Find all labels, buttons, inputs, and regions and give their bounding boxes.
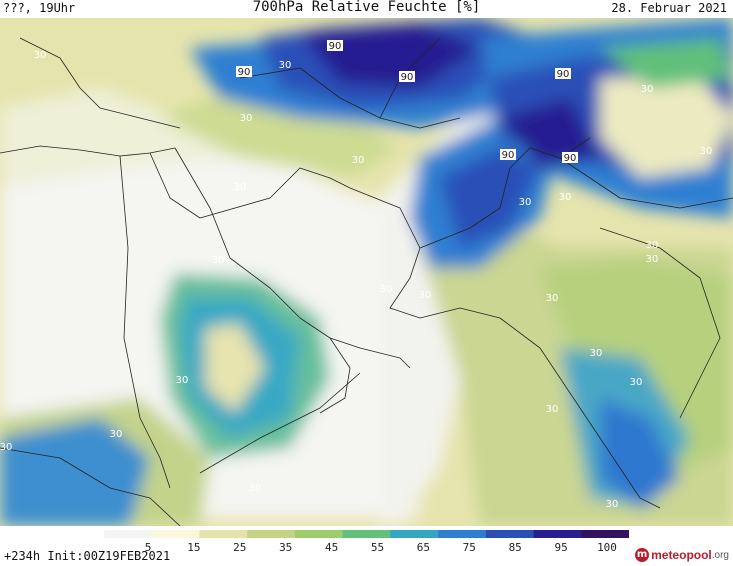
colorbar-swatch bbox=[581, 530, 629, 538]
contour-label: 30 bbox=[419, 290, 432, 301]
colorbar-tick-label: 100 bbox=[597, 541, 617, 554]
contour-label: 30 bbox=[630, 377, 643, 388]
contour-label: 30 bbox=[110, 429, 123, 440]
valid-time: ???, 19Uhr bbox=[3, 1, 76, 15]
contour-label: 30 bbox=[249, 483, 262, 494]
colorbar-tick-label: 55 bbox=[370, 541, 385, 554]
contour-labels-30: 30 30 30 30 30 30 30 30 30 30 30 30 30 3… bbox=[0, 50, 712, 510]
contour-label-high: 90 bbox=[502, 150, 515, 161]
colorbar-swatch bbox=[294, 530, 344, 538]
logo-tld: .org bbox=[711, 549, 729, 561]
colorbar-tick-label: 65 bbox=[416, 541, 431, 554]
contour-label: 30 bbox=[279, 60, 292, 71]
colorbar-swatch bbox=[247, 530, 296, 538]
colorbar-tick-label: 75 bbox=[462, 541, 476, 554]
meteopool-logo[interactable]: m meteopool .org bbox=[635, 546, 729, 564]
colorbar-tick-label: 95 bbox=[554, 541, 568, 554]
humidity-field bbox=[0, 18, 733, 526]
contour-label: 30 bbox=[240, 113, 253, 124]
contour-label-high: 90 bbox=[557, 69, 570, 80]
contour-label: 30 bbox=[546, 404, 559, 415]
contour-label: 30 bbox=[176, 375, 189, 386]
colorbar-swatch bbox=[199, 530, 248, 538]
colorbar-tick-label: 45 bbox=[324, 541, 339, 554]
contour-label-high: 90 bbox=[401, 72, 414, 83]
contour-label-high: 90 bbox=[564, 153, 577, 164]
colorbar-swatch bbox=[533, 530, 582, 538]
colorbar-tick-label: 25 bbox=[233, 541, 247, 554]
colorbar-tick-label: 5 bbox=[144, 541, 152, 554]
contour-label: 30 bbox=[546, 293, 559, 304]
humidity-map: 30 30 30 30 30 30 30 30 30 30 30 30 30 3… bbox=[0, 18, 733, 526]
contour-label: 30 bbox=[646, 254, 659, 265]
contour-label: 30 bbox=[641, 84, 654, 95]
colorbar-tick-label: 35 bbox=[279, 541, 293, 554]
contour-label: 30 bbox=[559, 192, 572, 203]
contour-label: 30 bbox=[519, 197, 532, 208]
contour-label: 30 bbox=[590, 348, 603, 359]
contour-label: 30 bbox=[700, 146, 713, 157]
map-title: 700hPa Relative Feuchte [%] bbox=[252, 0, 481, 15]
contour-label-high: 90 bbox=[238, 67, 251, 78]
colorbar-tick-label: 15 bbox=[187, 541, 201, 554]
logo-icon: m bbox=[635, 548, 650, 562]
logo-name: meteopool bbox=[651, 548, 712, 562]
colorbar-swatch bbox=[342, 530, 391, 538]
colorbar-swatch bbox=[438, 530, 487, 538]
contour-label: 30 bbox=[34, 50, 47, 61]
colorbar bbox=[104, 530, 629, 538]
colorbar-swatch bbox=[485, 530, 535, 538]
contour-label: 30 bbox=[0, 442, 12, 453]
contour-label-high: 90 bbox=[329, 41, 342, 52]
contour-label: 30 bbox=[380, 284, 393, 295]
contour-labels-90: 90 90 90 90 90 90 bbox=[236, 40, 578, 164]
contour-label: 30 bbox=[606, 499, 619, 510]
contour-label: 30 bbox=[212, 255, 225, 266]
contour-label: 30 bbox=[352, 155, 365, 166]
contour-label: 30 bbox=[646, 240, 659, 251]
init-time: +234h Init:00Z19FEB2021 bbox=[4, 549, 171, 563]
colorbar-swatch bbox=[104, 530, 153, 538]
colorbar-swatch bbox=[390, 530, 439, 538]
contour-label: 30 bbox=[234, 182, 247, 193]
country-borders bbox=[0, 37, 733, 526]
colorbar-tick-label: 85 bbox=[508, 541, 522, 554]
header-bar: ???, 19Uhr 700hPa Relative Feuchte [%] 2… bbox=[0, 0, 733, 18]
colorbar-swatch bbox=[151, 530, 200, 538]
valid-date: 28. Februar 2021 bbox=[611, 1, 727, 15]
